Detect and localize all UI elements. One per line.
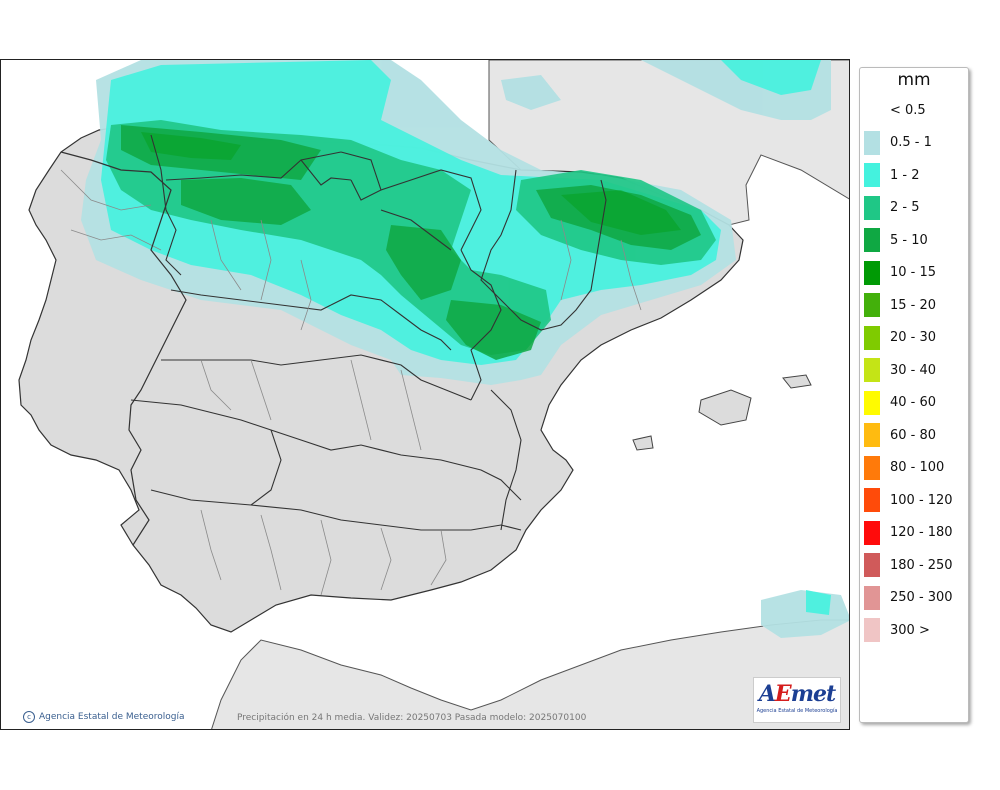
legend-label: 10 - 15 — [890, 265, 937, 280]
legend-item: 2 - 5 — [864, 195, 920, 220]
legend-swatch — [864, 390, 880, 415]
legend-label: < 0.5 — [890, 102, 926, 118]
legend-swatch — [864, 98, 880, 122]
portugal-border — [60, 151, 187, 546]
legend-item: 180 - 250 — [864, 553, 953, 577]
legend-swatch — [864, 195, 880, 220]
legend-label: 180 - 250 — [890, 557, 953, 573]
legend-label: 15 - 20 — [890, 297, 937, 313]
legend-item: 250 - 300 — [864, 585, 953, 610]
legend-label: 1 - 2 — [890, 167, 920, 183]
legend-swatch — [864, 585, 880, 610]
legend-label: 100 - 120 — [890, 492, 953, 508]
legend-item: 120 - 180 — [864, 520, 953, 545]
menorca — [782, 374, 812, 389]
legend-item: 0.5 - 1 — [864, 130, 932, 155]
map-caption: Precipitación en 24 h media. Validez: 20… — [237, 713, 587, 723]
logo-subtitle: Agencia Estatal de Meteorología — [756, 708, 838, 714]
mallorca — [698, 389, 752, 426]
aemet-logo: AEmet Agencia Estatal de Meteorología — [753, 677, 841, 723]
legend-label: 20 - 30 — [890, 330, 937, 345]
legend-label: 80 - 100 — [890, 460, 945, 475]
legend-item: 1 - 2 — [864, 163, 920, 187]
ibiza — [632, 435, 654, 451]
legend-label: 120 - 180 — [890, 525, 953, 540]
province-borders — [60, 169, 642, 596]
legend-swatch — [864, 163, 880, 187]
legend-label: 40 - 60 — [890, 395, 937, 410]
legend-swatch — [864, 488, 880, 512]
legend-swatch — [864, 520, 880, 545]
legend-swatch — [864, 293, 880, 317]
legend-swatch — [864, 553, 880, 577]
legend-item: 5 - 10 — [864, 228, 928, 252]
legend-label: 5 - 10 — [890, 232, 928, 248]
legend-item: 15 - 20 — [864, 293, 936, 317]
legend-label: 30 - 40 — [890, 362, 937, 378]
legend-item: 80 - 100 — [864, 455, 945, 480]
precipitation-legend: mm < 0.5 0.5 - 1 1 - 2 2 - 5 5 - 10 10 - 15 15… — [859, 67, 969, 723]
legend-item: 40 - 60 — [864, 390, 937, 415]
region-borders — [130, 134, 607, 531]
legend-item: < 0.5 — [864, 98, 926, 122]
legend-swatch — [864, 260, 880, 285]
legend-swatch — [864, 618, 880, 642]
legend-item: 30 - 40 — [864, 358, 936, 382]
legend-swatch — [864, 228, 880, 252]
legend-label: 60 - 80 — [890, 427, 937, 443]
legend-item: 300 > — [864, 618, 930, 642]
legend-swatch — [864, 325, 880, 350]
legend-swatch — [864, 130, 880, 155]
legend-item: 20 - 30 — [864, 325, 937, 350]
legend-swatch — [864, 423, 880, 447]
agency-credit-text: Agencia Estatal de Meteorología — [39, 712, 185, 722]
legend-label: 2 - 5 — [890, 200, 920, 215]
precip-10-15 — [141, 132, 681, 235]
precipitation-map: c Agencia Estatal de Meteorología Precip… — [0, 59, 850, 730]
legend-label: 250 - 300 — [890, 590, 953, 605]
legend-item: 100 - 120 — [864, 488, 953, 512]
agency-credit: c Agencia Estatal de Meteorología — [23, 711, 185, 723]
legend-swatch — [864, 455, 880, 480]
logo-wordmark: AEmet — [758, 681, 836, 707]
legend-unit: mm — [897, 70, 931, 90]
legend-item: 60 - 80 — [864, 423, 936, 447]
legend-label: 300 > — [890, 622, 930, 638]
legend-swatch — [864, 358, 880, 382]
legend-item: 10 - 15 — [864, 260, 937, 285]
copyright-icon: c — [23, 711, 35, 723]
precip-5-10 — [121, 125, 701, 360]
map-canvas — [1, 60, 849, 729]
legend-label: 0.5 - 1 — [890, 135, 932, 150]
